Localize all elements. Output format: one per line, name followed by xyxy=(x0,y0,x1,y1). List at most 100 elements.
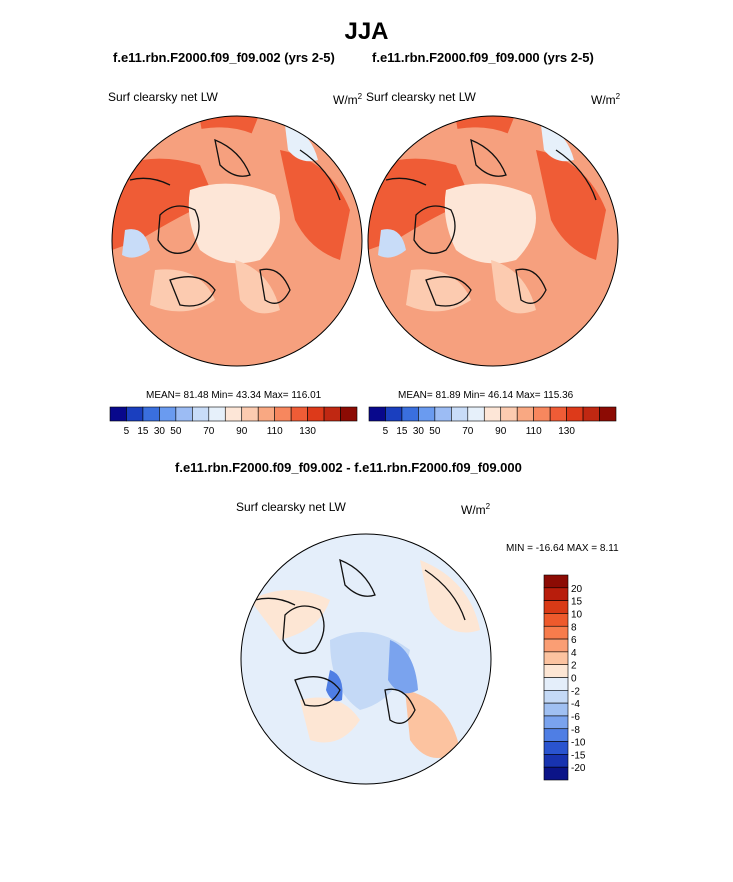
colorbar-tick-label: 6 xyxy=(571,635,577,646)
colorbar-tick-label: 5 xyxy=(124,426,130,437)
colorbar-tick-label: 50 xyxy=(429,426,441,437)
colorbar-swatch xyxy=(516,406,534,422)
map2-warm-siberia xyxy=(536,150,606,260)
panel2-variable-label: Surf clearsky net LW xyxy=(366,90,476,104)
colorbar-tick-label: 70 xyxy=(462,426,474,437)
colorbar-tick-label: -15 xyxy=(571,750,586,761)
colorbar-swatch xyxy=(500,406,518,422)
map1-cold-patch xyxy=(122,229,150,258)
colorbar-swatch xyxy=(543,574,569,589)
map-panel-3 xyxy=(241,534,491,784)
map1-warm-atlantic xyxy=(112,158,215,250)
map3-cold-b xyxy=(388,640,418,694)
colorbar-swatch xyxy=(159,406,177,422)
colorbar-tick-label: 110 xyxy=(267,426,283,437)
colorbar-swatch xyxy=(543,677,569,691)
panel3-case-title: f.e11.rbn.F2000.f09_f09.002 - f.e11.rbn.… xyxy=(175,460,522,475)
colorbar-swatch xyxy=(543,690,569,704)
colorbar-tick-label: 90 xyxy=(495,426,507,437)
panel2-stats: MEAN= 81.89 Min= 46.14 Max= 115.36 xyxy=(398,390,574,401)
colorbar-tick-label: 130 xyxy=(299,426,316,437)
colorbar-swatch xyxy=(566,406,584,422)
colorbar-tick-label: 0 xyxy=(571,674,577,685)
colorbar-tick-label: 15 xyxy=(396,426,408,437)
colorbar-tick-label: -4 xyxy=(571,699,580,710)
colorbar-swatch xyxy=(224,406,243,422)
colorbar-swatch xyxy=(543,664,569,678)
colorbar-tick-label: 10 xyxy=(571,609,583,620)
colorbar-tick-label: 30 xyxy=(413,426,425,437)
map2-coastlines xyxy=(385,138,597,307)
colorbar-1: 5 15 30 50 70 90 110 130 xyxy=(109,406,358,437)
map2-tint-a xyxy=(491,260,536,314)
colorbar-swatch xyxy=(543,613,569,627)
colorbar-swatch xyxy=(543,587,569,601)
map2-arctic-ocean xyxy=(444,183,536,264)
colorbar-swatch xyxy=(543,702,569,717)
map1-warm-siberia xyxy=(280,150,350,260)
colorbar-tick-label: 110 xyxy=(526,426,542,437)
map1-coastlines xyxy=(129,138,341,307)
panel1-stats: MEAN= 81.48 Min= 43.34 Max= 116.01 xyxy=(146,390,322,401)
colorbar-swatch xyxy=(543,754,569,768)
map3-warm-c xyxy=(405,690,460,758)
colorbar-swatch xyxy=(543,728,569,742)
colorbar-swatch xyxy=(543,741,569,755)
map2-cold-patch xyxy=(378,229,406,258)
colorbar-swatch xyxy=(323,406,341,422)
colorbar-swatch xyxy=(418,406,436,422)
colorbar-swatch xyxy=(290,406,308,422)
colorbar-swatch xyxy=(467,406,485,422)
colorbar-swatch xyxy=(142,406,160,422)
colorbar-tick-label: 4 xyxy=(571,648,577,659)
panel1-case-title: f.e11.rbn.F2000.f09_f09.002 (yrs 2-5) xyxy=(113,50,335,65)
colorbar-swatch xyxy=(208,406,226,422)
map3-warm-a xyxy=(250,590,330,640)
colorbar-swatch xyxy=(543,600,569,614)
colorbar-tick-label: 15 xyxy=(137,426,149,437)
colorbar-tick-label: 90 xyxy=(236,426,248,437)
colorbar-tick-label: 130 xyxy=(558,426,575,437)
panel1-units: W/m2 xyxy=(333,92,363,107)
map-panel-2 xyxy=(368,116,618,366)
colorbar-tick-label: 50 xyxy=(170,426,182,437)
colorbar-swatch xyxy=(109,406,127,422)
colorbar-swatch xyxy=(549,406,567,422)
colorbar-swatch xyxy=(599,406,617,422)
panel3-stats: MIN = -16.64 MAX = 8.11 xyxy=(506,543,619,554)
map1-tint-b xyxy=(150,269,215,312)
map2-warm-atlantic xyxy=(368,158,471,250)
colorbar-tick-label: -6 xyxy=(571,712,580,723)
colorbar-swatch xyxy=(543,625,569,640)
panel2-case-title: f.e11.rbn.F2000.f09_f09.000 (yrs 2-5) xyxy=(372,50,594,65)
map3-warm-d xyxy=(300,697,360,743)
map3-border xyxy=(240,533,492,785)
colorbar-swatch xyxy=(241,406,259,422)
colorbar-swatch xyxy=(307,406,325,422)
map1-border xyxy=(111,115,363,367)
colorbar-swatch xyxy=(175,406,193,422)
colorbar-tick-label: 70 xyxy=(203,426,215,437)
map2-tint-b xyxy=(406,269,471,312)
colorbar-swatch xyxy=(126,406,144,422)
colorbar-tick-label: -2 xyxy=(571,686,580,697)
colorbar-swatch xyxy=(543,715,569,730)
panel3-units: W/m2 xyxy=(461,502,491,517)
colorbar-swatch xyxy=(434,406,452,422)
panel3-variable-label: Surf clearsky net LW xyxy=(236,500,346,514)
colorbar-swatch xyxy=(192,406,210,422)
colorbar-swatch xyxy=(401,406,419,422)
map1-arctic-ocean xyxy=(188,183,280,264)
map2-cold-patch-2 xyxy=(541,125,574,162)
colorbar-tick-label: 30 xyxy=(154,426,166,437)
colorbar-tick-label: -10 xyxy=(571,738,586,749)
colorbar-tick-label: 20 xyxy=(571,584,583,595)
colorbar-swatch xyxy=(257,406,275,422)
map1-tint-a xyxy=(235,260,280,314)
colorbar-2: 5 15 30 50 70 90 110 130 xyxy=(368,406,617,437)
colorbar-swatch xyxy=(340,406,358,422)
colorbar-tick-label: 15 xyxy=(571,597,583,608)
colorbar-swatch xyxy=(543,766,569,781)
colorbar-swatch xyxy=(274,406,292,422)
